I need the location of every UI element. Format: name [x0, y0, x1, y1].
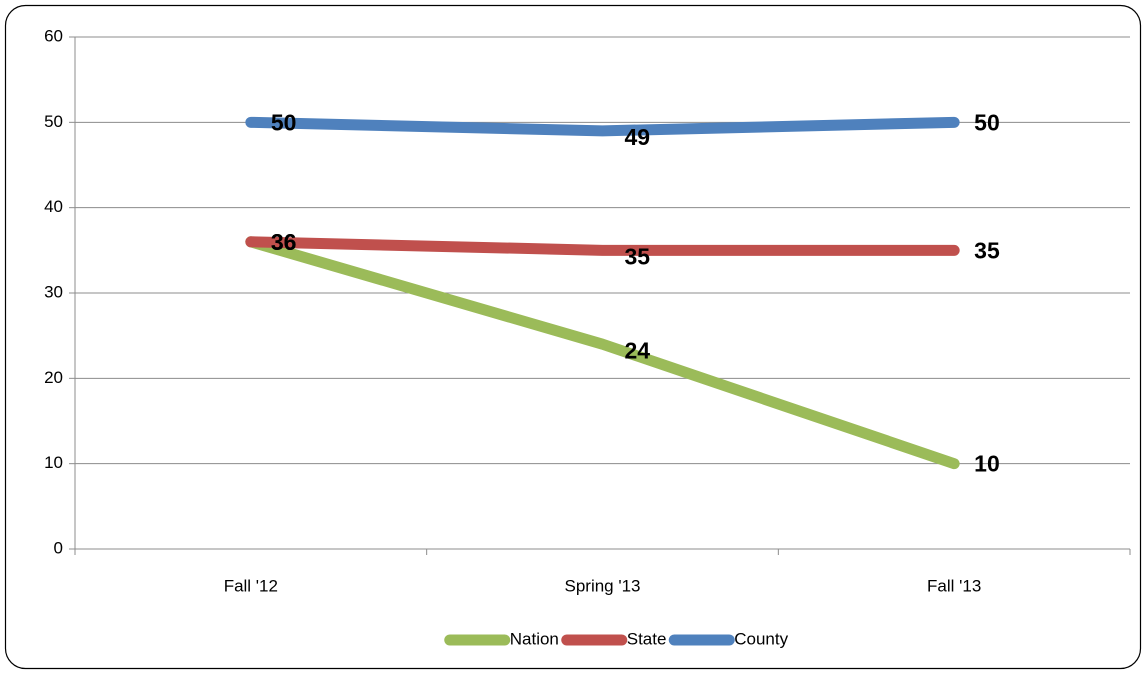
- y-tick-label: 30: [44, 282, 63, 301]
- series-line: [245, 116, 960, 137]
- y-tick-label: 20: [44, 368, 63, 387]
- legend-label: Nation: [510, 629, 559, 648]
- legend-label: State: [627, 629, 667, 648]
- x-tick-label: Spring '13: [564, 576, 640, 595]
- y-tick-label: 50: [44, 112, 63, 131]
- series-line: [245, 236, 960, 256]
- data-label: 49: [625, 124, 651, 150]
- series-line: [245, 236, 960, 470]
- data-label: 36: [271, 229, 297, 255]
- y-tick-label: 60: [44, 26, 63, 45]
- data-label: 24: [625, 337, 651, 363]
- legend-label: County: [734, 629, 788, 648]
- data-label: 35: [625, 243, 651, 269]
- y-tick-label: 40: [44, 197, 63, 216]
- data-label: 50: [271, 109, 297, 135]
- x-tick-label: Fall '12: [224, 576, 278, 595]
- data-label: 10: [974, 451, 1000, 477]
- data-label: 50: [974, 109, 1000, 135]
- y-tick-label: 10: [44, 453, 63, 472]
- x-tick-label: Fall '13: [927, 576, 981, 595]
- y-tick-label: 0: [54, 538, 63, 557]
- data-label: 36: [271, 229, 297, 255]
- data-label: 35: [974, 237, 1000, 263]
